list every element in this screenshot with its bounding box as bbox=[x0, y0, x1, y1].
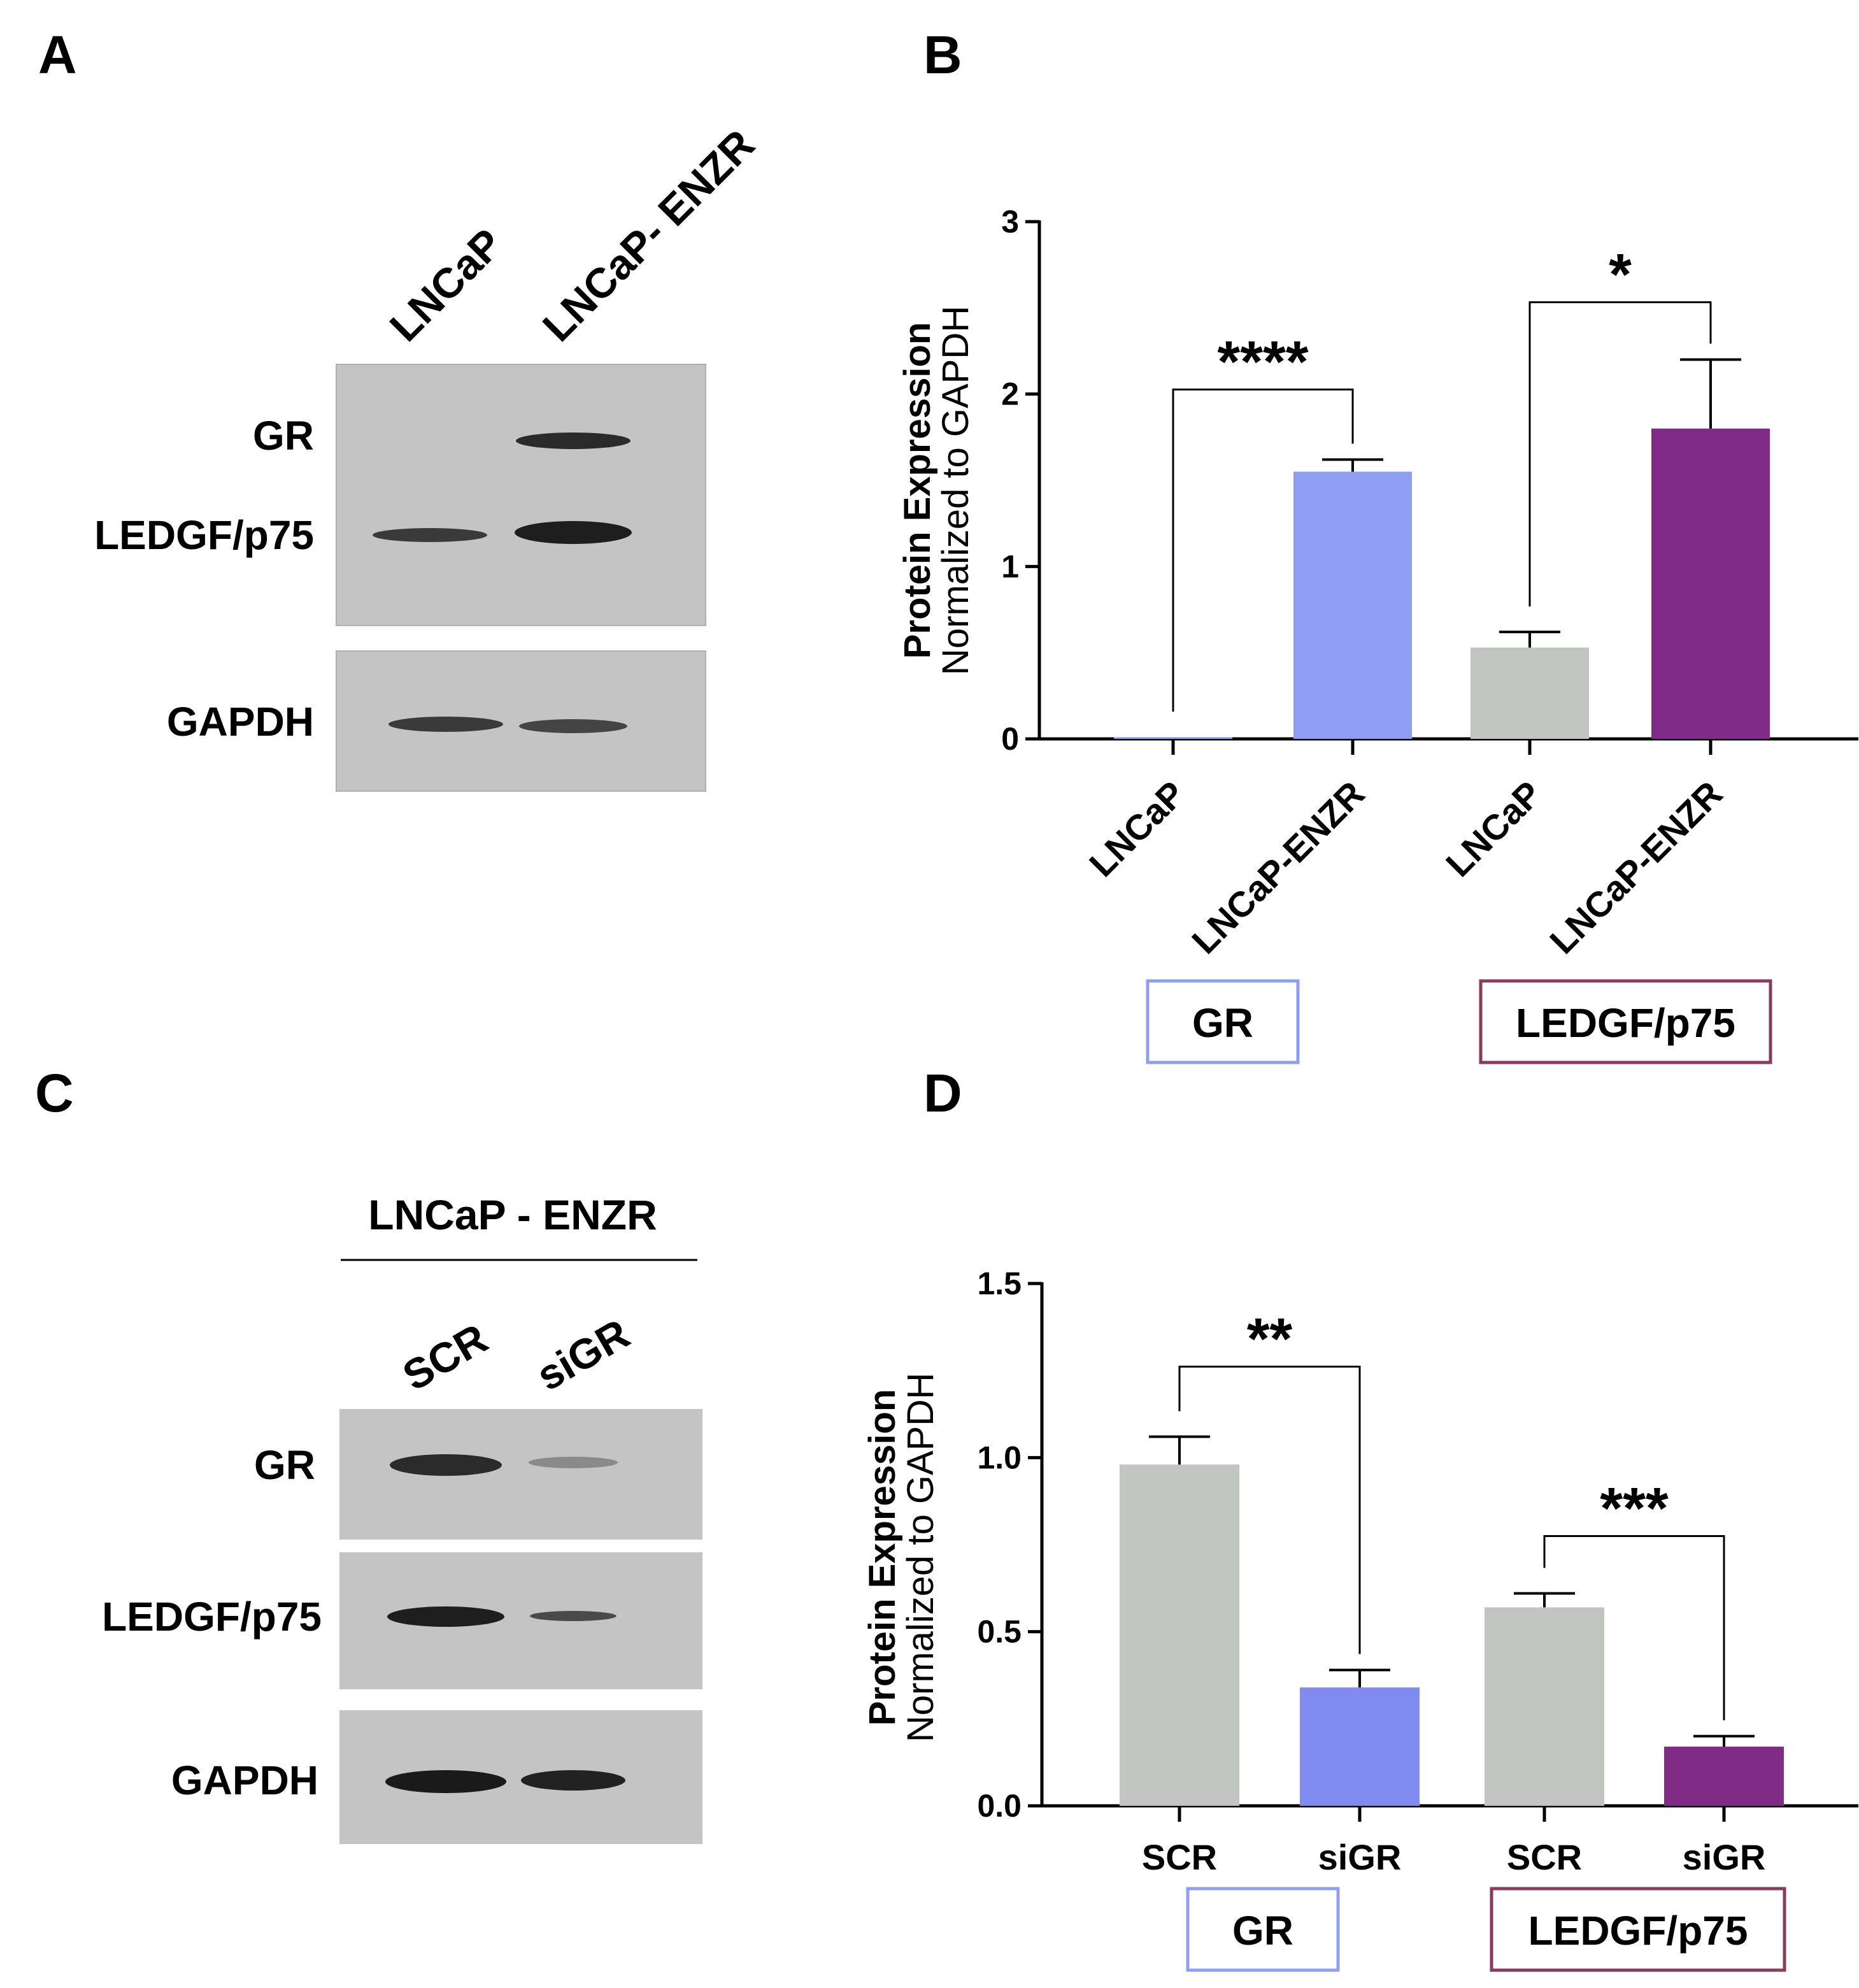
band-a-ledgf-enzr bbox=[515, 521, 632, 544]
chart-d-category-label: SCR bbox=[1507, 1837, 1582, 1877]
chart-b-bar bbox=[1471, 647, 1589, 739]
band-c-gr-sigr bbox=[529, 1457, 618, 1468]
chart-d-category-label: SCR bbox=[1142, 1837, 1217, 1877]
panel-c-row-gapdh: GAPDH bbox=[171, 1757, 318, 1803]
panel-b-letter: B bbox=[923, 25, 962, 85]
chart-d-group-label: GR bbox=[1232, 1908, 1293, 1954]
chart-b-bar bbox=[1114, 737, 1232, 739]
chart-d-ylabel: Normalized to GAPDH bbox=[900, 1373, 941, 1742]
panel-c-header: LNCaP - ENZR bbox=[368, 1191, 657, 1238]
panel-c-row-ledgf: LEDGF/p75 bbox=[102, 1594, 322, 1640]
band-c-ledgf-scr bbox=[387, 1606, 504, 1627]
panel-c-blot-gr bbox=[339, 1409, 702, 1540]
chart-d: 0.0 0.5 1.0 1.5 Protein ExpressionNormalized… bbox=[862, 1266, 1858, 1972]
chart-b-sig-label: **** bbox=[1217, 330, 1308, 395]
chart-b-sig-bracket bbox=[1172, 389, 1354, 712]
chart-d-sig-bracket bbox=[1178, 1366, 1361, 1654]
panel-c-row-gr: GR bbox=[254, 1442, 315, 1488]
chart-d-ytick-label: 1.0 bbox=[977, 1440, 1022, 1475]
chart-d-sig-label: *** bbox=[1600, 1477, 1669, 1541]
chart-d-group-label: LEDGF/p75 bbox=[1528, 1908, 1748, 1954]
panel-c-letter: C bbox=[35, 1063, 74, 1123]
chart-d-bar bbox=[1664, 1747, 1784, 1806]
chart-d-category-label: siGR bbox=[1318, 1837, 1402, 1877]
panel-a-row-ledgf: LEDGF/p75 bbox=[94, 512, 314, 558]
chart-b-sig-bracket bbox=[1528, 301, 1712, 607]
chart-b-category-label: LNCaP bbox=[1081, 773, 1192, 884]
band-c-gr-scr bbox=[390, 1454, 502, 1476]
panel-c-lane-1: SCR bbox=[395, 1314, 495, 1399]
band-c-ledgf-sigr bbox=[530, 1611, 616, 1621]
chart-b-sig-label: * bbox=[1609, 243, 1632, 308]
chart-d-bar bbox=[1300, 1687, 1420, 1806]
band-a-gapdh-enzr bbox=[519, 719, 627, 733]
chart-d-bar bbox=[1120, 1464, 1239, 1806]
chart-d-ytick-label: 0.0 bbox=[977, 1788, 1022, 1824]
chart-b-ytick-label: 0 bbox=[1001, 721, 1019, 757]
chart-d-ytick-label: 1.5 bbox=[977, 1266, 1022, 1301]
panel-a-lane-1: LNCaP bbox=[381, 220, 511, 350]
chart-b-ytick-label: 3 bbox=[1001, 204, 1019, 240]
chart-d-ylabel-bold: Protein Expression bbox=[862, 1389, 903, 1726]
chart-b-ylabel-bold: Protein Expression bbox=[897, 322, 938, 659]
chart-b-group-box bbox=[1479, 979, 1772, 1064]
panel-a-row-gapdh: GAPDH bbox=[167, 699, 314, 745]
chart-b-ylabel: Normalized to GAPDH bbox=[935, 306, 976, 675]
chart-b-bar bbox=[1293, 471, 1412, 739]
chart-b-group-label: LEDGF/p75 bbox=[1516, 1000, 1735, 1046]
chart-d-group-box bbox=[1186, 1887, 1340, 1972]
panel-a-lane-2: LNCaP- ENZR bbox=[534, 120, 764, 350]
band-c-gapdh-sigr bbox=[521, 1770, 625, 1791]
panel-c-lane-2: siGR bbox=[529, 1310, 637, 1399]
chart-d-sig-label: ** bbox=[1247, 1307, 1293, 1372]
chart-b-ytick-label: 2 bbox=[1001, 376, 1019, 412]
chart-b-category-label: LNCaP-ENZR bbox=[1184, 773, 1372, 961]
chart-b-group-label: GR bbox=[1192, 1000, 1253, 1046]
chart-b-category-label: LNCaP bbox=[1438, 773, 1549, 884]
panel-a-blot-gapdh bbox=[336, 650, 706, 792]
chart-d-sig-bracket bbox=[1543, 1535, 1725, 1720]
chart-d-group-box bbox=[1490, 1887, 1786, 1972]
band-a-ledgf-lncap bbox=[373, 528, 487, 542]
panel-a-blot-top bbox=[336, 364, 706, 626]
chart-b-bar bbox=[1651, 428, 1770, 739]
chart-d-bar bbox=[1485, 1607, 1604, 1806]
band-c-gapdh-scr bbox=[385, 1770, 506, 1793]
panel-a-letter: A bbox=[38, 25, 77, 85]
chart-b-ytick-label: 1 bbox=[1001, 548, 1019, 584]
chart-d-category-label: siGR bbox=[1683, 1837, 1766, 1877]
band-a-gapdh-lncap bbox=[388, 717, 503, 732]
panel-d-letter: D bbox=[923, 1063, 962, 1123]
chart-d-ytick-label: 0.5 bbox=[977, 1614, 1022, 1650]
panel-a-row-gr: GR bbox=[253, 413, 314, 459]
band-a-gr-enzr bbox=[516, 433, 630, 449]
chart-b-category-label: LNCaP-ENZR bbox=[1542, 773, 1730, 961]
chart-b-group-box bbox=[1146, 979, 1300, 1064]
